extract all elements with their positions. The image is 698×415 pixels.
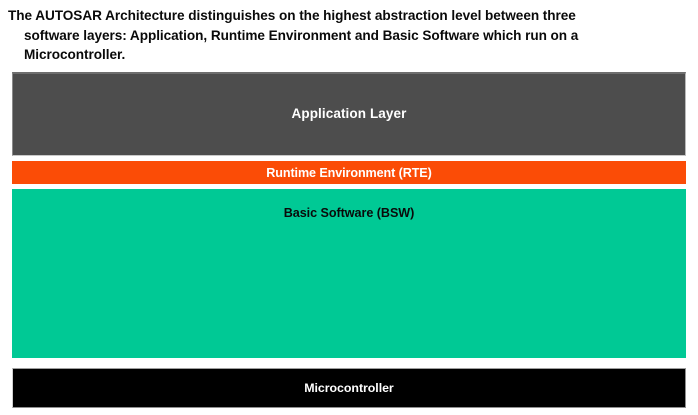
caption-line-3: Microcontroller. — [24, 47, 126, 62]
caption-line-2: software layers: Application, Runtime En… — [24, 27, 579, 43]
layer-stack: Application Layer Runtime Environment (R… — [12, 72, 686, 408]
layer-runtime-environment: Runtime Environment (RTE) — [12, 161, 686, 184]
figure-caption: The AUTOSAR Architecture distinguishes o… — [8, 6, 684, 65]
layer-runtime-environment-label: Runtime Environment (RTE) — [266, 165, 432, 180]
layer-basic-software-label: Basic Software (BSW) — [283, 206, 415, 220]
layer-application: Application Layer — [12, 72, 686, 156]
layer-application-label: Application Layer — [291, 106, 407, 121]
layer-microcontroller: Microcontroller — [12, 368, 686, 408]
gap-bsw-microcontroller — [12, 358, 686, 368]
caption-line-1: The AUTOSAR Architecture distinguishes o… — [8, 8, 576, 23]
layer-microcontroller-label: Microcontroller — [304, 381, 394, 395]
layer-basic-software: Basic Software (BSW) — [12, 189, 686, 358]
